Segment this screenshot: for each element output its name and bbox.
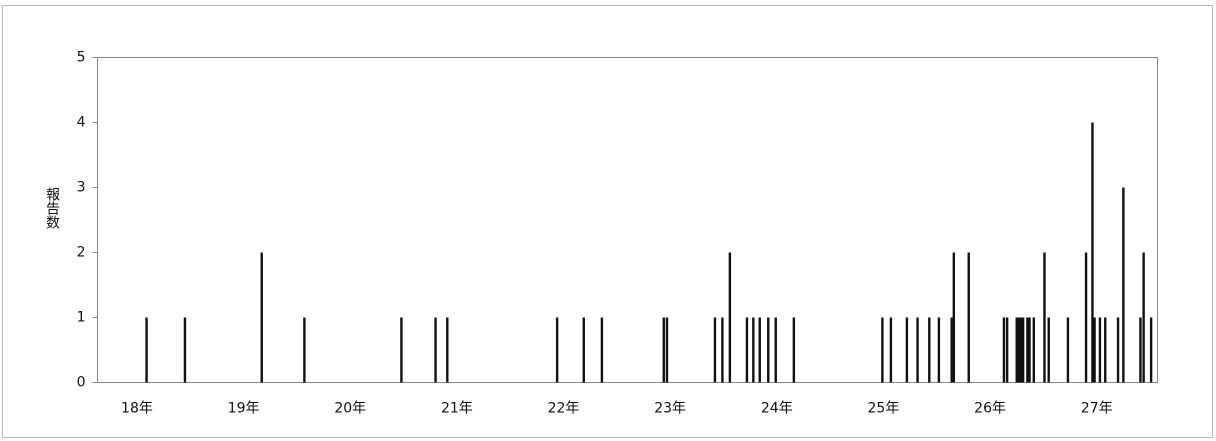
x-tick-label: 18年 xyxy=(121,401,153,417)
bar xyxy=(767,317,770,383)
bar xyxy=(665,317,669,383)
x-tick-label: 21年 xyxy=(441,401,473,417)
y-tick-label: 1 xyxy=(77,310,86,326)
bar xyxy=(1142,252,1145,383)
bar xyxy=(400,317,403,383)
bar xyxy=(600,317,604,383)
x-tick-label: 22年 xyxy=(548,401,580,417)
x-tick-label: 24年 xyxy=(761,401,793,417)
bar xyxy=(1026,317,1029,383)
x-tick-label: 20年 xyxy=(334,401,366,417)
bar xyxy=(1021,317,1025,383)
y-axis-label: 報告数 xyxy=(44,187,60,229)
y-tick-label: 5 xyxy=(77,50,86,66)
bar xyxy=(1017,317,1021,383)
bar xyxy=(745,317,749,383)
bar xyxy=(1005,317,1009,383)
bar xyxy=(582,317,585,383)
bar xyxy=(662,317,665,383)
bar xyxy=(1116,317,1120,383)
bar xyxy=(721,317,724,383)
x-tick-label: 26年 xyxy=(974,401,1006,417)
plot-area xyxy=(97,57,1158,383)
bar xyxy=(1047,317,1050,383)
bar xyxy=(967,252,970,383)
frame xyxy=(2,5,1213,438)
bar xyxy=(937,317,941,383)
bar xyxy=(1122,187,1125,383)
bar xyxy=(260,252,263,383)
bar xyxy=(1032,317,1035,383)
x-tick-label: 19年 xyxy=(228,401,260,417)
bar xyxy=(881,317,884,383)
bar xyxy=(1066,317,1070,383)
bar xyxy=(446,317,449,383)
y-tick-label: 0 xyxy=(77,375,86,391)
bar xyxy=(1002,317,1006,383)
bar xyxy=(889,317,893,383)
bar xyxy=(1019,317,1023,383)
bar xyxy=(1028,317,1031,383)
y-tick-label: 4 xyxy=(77,115,86,131)
y-tick-label: 2 xyxy=(77,245,86,261)
bar xyxy=(774,317,777,383)
bar xyxy=(758,317,761,383)
bar xyxy=(905,317,909,383)
bar xyxy=(950,317,953,383)
bar xyxy=(1084,252,1088,383)
bar xyxy=(1139,317,1142,383)
bar xyxy=(1091,122,1094,383)
bar xyxy=(728,252,732,383)
bar xyxy=(1098,317,1102,383)
bar xyxy=(555,317,559,383)
bar xyxy=(1149,317,1153,383)
x-tick-label: 25年 xyxy=(868,401,900,417)
bar xyxy=(792,317,796,383)
x-tick-label: 27年 xyxy=(1081,401,1113,417)
bar xyxy=(303,317,306,383)
bar xyxy=(1043,252,1046,383)
bar xyxy=(183,317,187,383)
bar xyxy=(916,317,919,383)
bar xyxy=(1093,317,1096,383)
bar xyxy=(713,317,717,383)
bar xyxy=(145,317,148,383)
bar xyxy=(1104,317,1107,383)
bar xyxy=(752,317,755,383)
bar xyxy=(1015,317,1018,383)
bar xyxy=(928,317,931,383)
x-labels: 18年 19年 20年 21年 22年 23年 24年 25年 26年 27年 xyxy=(121,401,1113,417)
y-tick-label: 3 xyxy=(77,180,86,196)
x-tick-label: 23年 xyxy=(654,401,686,417)
bar xyxy=(434,317,437,383)
bar xyxy=(952,252,956,383)
